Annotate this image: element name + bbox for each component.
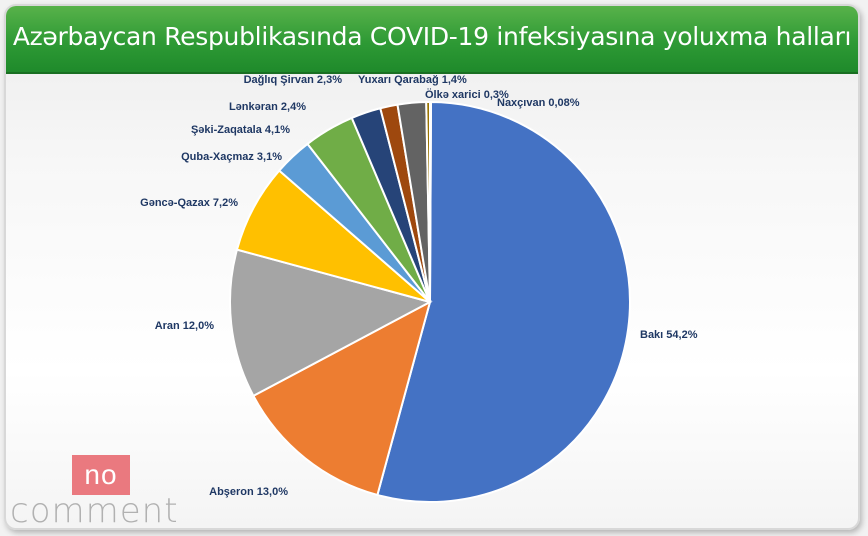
slice-label-10: Naxçıvan 0,08% <box>497 97 580 109</box>
watermark-comment: comment <box>10 491 179 531</box>
pie-slice-2 <box>229 248 433 398</box>
chart-title: Azərbaycan Respublikasında COVID-19 infe… <box>12 22 852 51</box>
pie-slice-10 <box>429 100 433 303</box>
slice-label-7: Yuxarı Qarabağ 1,4% <box>358 74 467 86</box>
pie-slice-0 <box>376 100 631 503</box>
slice-label-5: Şəki-Zaqatala 4,1% <box>191 124 290 136</box>
slice-label-0: Bakı 54,2% <box>640 329 698 341</box>
watermark-box <box>72 455 130 495</box>
slice-label-4: Quba-Xaçmaz 3,1% <box>181 151 282 163</box>
pie-slice-1 <box>252 300 432 497</box>
slice-label-2: Aran 12,0% <box>155 320 215 332</box>
slice-label-1: Abşeron 13,0% <box>209 486 288 498</box>
watermark-no: no <box>84 459 118 490</box>
slice-label-6: Lənkəran 2,4% <box>229 101 306 113</box>
slice-label-8: Dağlıq Şirvan 2,3% <box>244 74 343 86</box>
slice-label-3: Gəncə-Qazax 7,2% <box>140 197 238 209</box>
title-banner: Azərbaycan Respublikasında COVID-19 infe… <box>6 6 858 74</box>
slice-label-9: Ölkə xarici 0,3% <box>425 88 509 101</box>
